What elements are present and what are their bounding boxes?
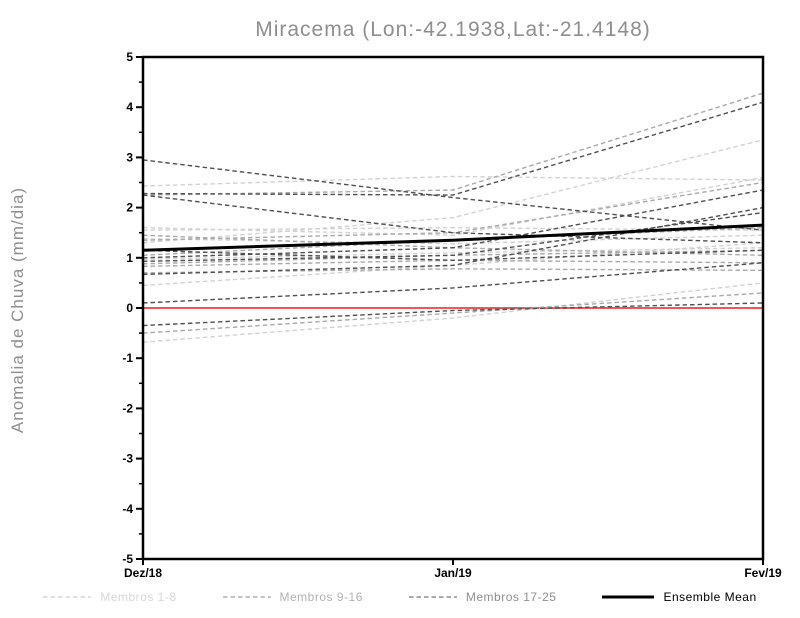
solid-line-swatch-ensemble-mean (602, 595, 655, 599)
legend-label-membros-9-16: Membros 9-16 (279, 590, 363, 604)
legend-label-membros-17-25: Membros 17-25 (465, 590, 557, 604)
svg-text:-5: -5 (122, 552, 133, 566)
legend: Membros 1-8 Membros 9-16 Membros 17-25 E… (0, 586, 800, 608)
legend-item-membros-9-16: Membros 9-16 (222, 590, 363, 604)
svg-text:-3: -3 (122, 452, 133, 466)
svg-text:-2: -2 (122, 401, 133, 415)
svg-text:-4: -4 (122, 502, 133, 516)
svg-text:0: 0 (126, 301, 133, 315)
svg-text:3: 3 (126, 150, 133, 164)
dashed-line-swatch-membros-1-8 (43, 596, 92, 598)
svg-text:Fev/19: Fev/19 (744, 566, 782, 580)
legend-item-membros-1-8: Membros 1-8 (43, 590, 176, 604)
svg-text:2: 2 (126, 201, 133, 215)
svg-text:-1: -1 (122, 351, 133, 365)
legend-label-membros-1-8: Membros 1-8 (100, 590, 177, 604)
dashed-line-swatch-membros-9-16 (222, 596, 271, 598)
svg-text:5: 5 (126, 50, 133, 64)
legend-item-ensemble-mean: Ensemble Mean (602, 590, 756, 604)
svg-text:Dez/18: Dez/18 (124, 566, 162, 580)
svg-text:1: 1 (126, 251, 133, 265)
svg-text:Jan/19: Jan/19 (434, 566, 472, 580)
legend-label-ensemble-mean: Ensemble Mean (663, 590, 757, 604)
dashed-line-swatch-membros-17-25 (408, 596, 457, 598)
legend-item-membros-17-25: Membros 17-25 (408, 590, 557, 604)
svg-text:4: 4 (126, 100, 133, 114)
chart-title: Miracema (Lon:-42.1938,Lat:-21.4148) (255, 18, 651, 41)
